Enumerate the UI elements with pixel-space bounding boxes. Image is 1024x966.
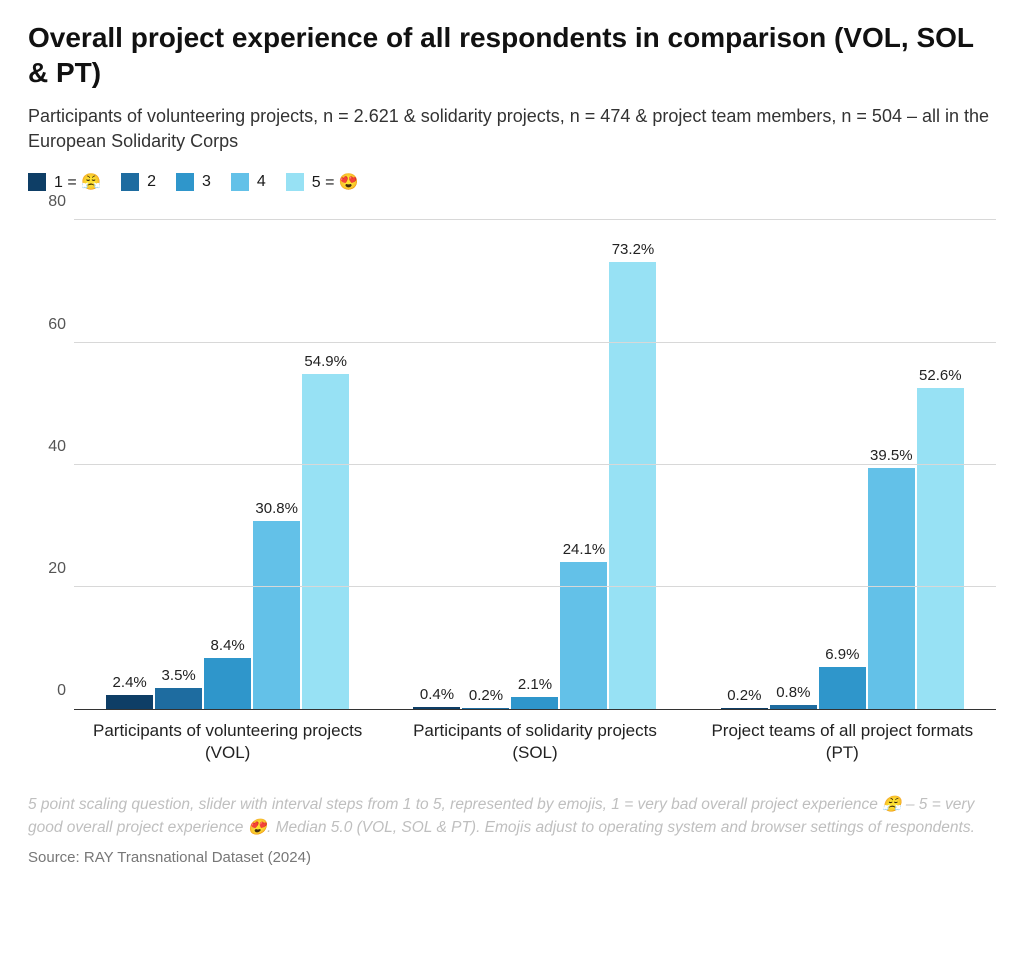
plot-area: 2.4%3.5%8.4%30.8%54.9%0.4%0.2%2.1%24.1%7… xyxy=(74,220,996,710)
chart-note: 5 point scaling question, slider with in… xyxy=(28,794,996,839)
bar-value-label: 0.8% xyxy=(776,684,810,701)
bar-value-label: 0.2% xyxy=(469,687,503,704)
gridline xyxy=(74,464,996,465)
legend: 1 = 😤 2 3 4 5 = 😍 xyxy=(28,172,996,192)
legend-label: 4 xyxy=(257,173,266,191)
bar: 2.1% xyxy=(511,697,558,710)
legend-swatch xyxy=(176,173,194,191)
chart-area: 2.4%3.5%8.4%30.8%54.9%0.4%0.2%2.1%24.1%7… xyxy=(28,220,996,770)
legend-item: 4 xyxy=(231,173,266,191)
bar-value-label: 0.2% xyxy=(727,687,761,704)
bar: 0.8% xyxy=(770,705,817,710)
x-axis-label: Participants of volunteering projects (V… xyxy=(93,720,363,764)
legend-label: 5 = 😍 xyxy=(312,172,359,192)
bar-value-label: 3.5% xyxy=(162,667,196,684)
chart-source: Source: RAY Transnational Dataset (2024) xyxy=(28,849,996,866)
y-tick-label: 0 xyxy=(34,682,66,700)
bar-group: 0.4%0.2%2.1%24.1%73.2% xyxy=(413,220,656,709)
bar: 24.1% xyxy=(560,562,607,709)
legend-swatch xyxy=(28,173,46,191)
bar-value-label: 73.2% xyxy=(612,241,655,258)
bar: 2.4% xyxy=(106,695,153,710)
x-axis-label: Project teams of all project formats (PT… xyxy=(707,720,977,764)
legend-label: 3 xyxy=(202,173,211,191)
bar-value-label: 39.5% xyxy=(870,447,913,464)
bar-value-label: 24.1% xyxy=(563,541,606,558)
bar: 8.4% xyxy=(204,658,251,709)
bar-value-label: 2.1% xyxy=(518,676,552,693)
gridline xyxy=(74,219,996,220)
bar-value-label: 6.9% xyxy=(825,646,859,663)
legend-item: 2 xyxy=(121,173,156,191)
gridline xyxy=(74,342,996,343)
x-axis-label: Participants of solidarity projects (SOL… xyxy=(400,720,670,764)
y-tick-label: 60 xyxy=(34,316,66,334)
bar-value-label: 30.8% xyxy=(255,500,298,517)
bar: 0.4% xyxy=(413,707,460,709)
bar: 39.5% xyxy=(868,468,915,709)
bar: 52.6% xyxy=(917,388,964,710)
gridline xyxy=(74,586,996,587)
legend-item: 5 = 😍 xyxy=(286,172,359,192)
chart-title: Overall project experience of all respon… xyxy=(28,20,996,90)
bar-value-label: 0.4% xyxy=(420,686,454,703)
bar-group: 2.4%3.5%8.4%30.8%54.9% xyxy=(106,220,349,709)
bar-group: 0.2%0.8%6.9%39.5%52.6% xyxy=(721,220,964,709)
legend-item: 1 = 😤 xyxy=(28,172,101,192)
chart-subtitle: Participants of volunteering projects, n… xyxy=(28,104,996,154)
legend-swatch xyxy=(286,173,304,191)
legend-label: 1 = 😤 xyxy=(54,172,101,192)
legend-swatch xyxy=(121,173,139,191)
legend-label: 2 xyxy=(147,173,156,191)
legend-item: 3 xyxy=(176,173,211,191)
bar: 6.9% xyxy=(819,667,866,709)
bar: 3.5% xyxy=(155,688,202,709)
bar: 73.2% xyxy=(609,262,656,709)
bar-value-label: 2.4% xyxy=(113,674,147,691)
y-tick-label: 80 xyxy=(34,193,66,211)
bar: 0.2% xyxy=(462,708,509,709)
bar: 30.8% xyxy=(253,521,300,709)
y-tick-label: 40 xyxy=(34,438,66,456)
bar-value-label: 8.4% xyxy=(211,637,245,654)
legend-swatch xyxy=(231,173,249,191)
bar: 0.2% xyxy=(721,708,768,709)
bar-value-label: 54.9% xyxy=(304,353,347,370)
bar-value-label: 52.6% xyxy=(919,367,962,384)
y-tick-label: 20 xyxy=(34,560,66,578)
bar: 54.9% xyxy=(302,374,349,710)
